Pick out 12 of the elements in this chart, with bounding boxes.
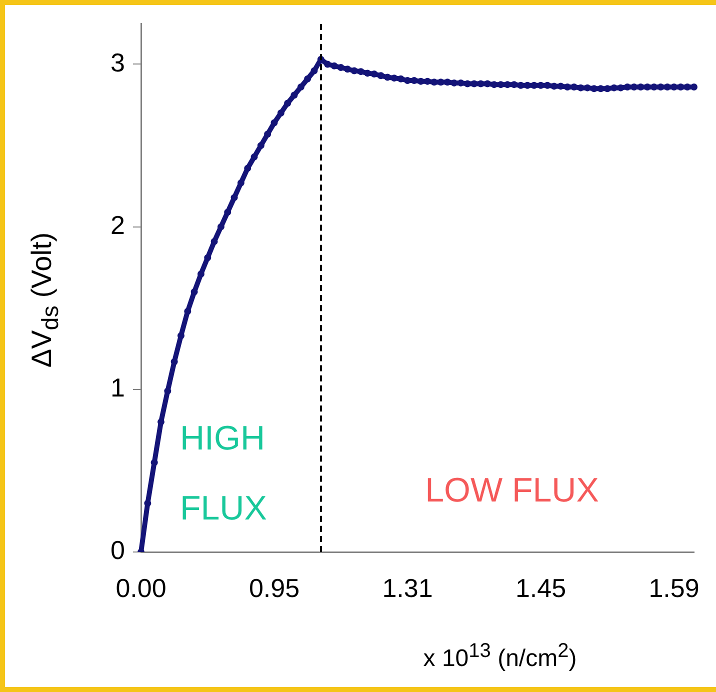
x-tick-label: 1.31 xyxy=(382,572,433,603)
annotation: LOW FLUX xyxy=(425,471,599,510)
x-tick-label: 1.45 xyxy=(515,572,566,603)
x-tick-label: 0.95 xyxy=(248,572,300,603)
x-axis-title: x 10$^{13}$ (n/cm$^{2}$) xyxy=(422,640,578,673)
y-tick-label: 1 xyxy=(110,372,125,403)
y-tick-label: 3 xyxy=(110,47,125,78)
x-tick-label: 1.59 xyxy=(648,572,700,603)
annotation: HIGH FLUX xyxy=(180,419,267,528)
y-tick-label: 2 xyxy=(110,210,125,240)
x-tick-label: 0.00 xyxy=(116,572,166,603)
y-tick-label: 0 xyxy=(110,535,125,566)
